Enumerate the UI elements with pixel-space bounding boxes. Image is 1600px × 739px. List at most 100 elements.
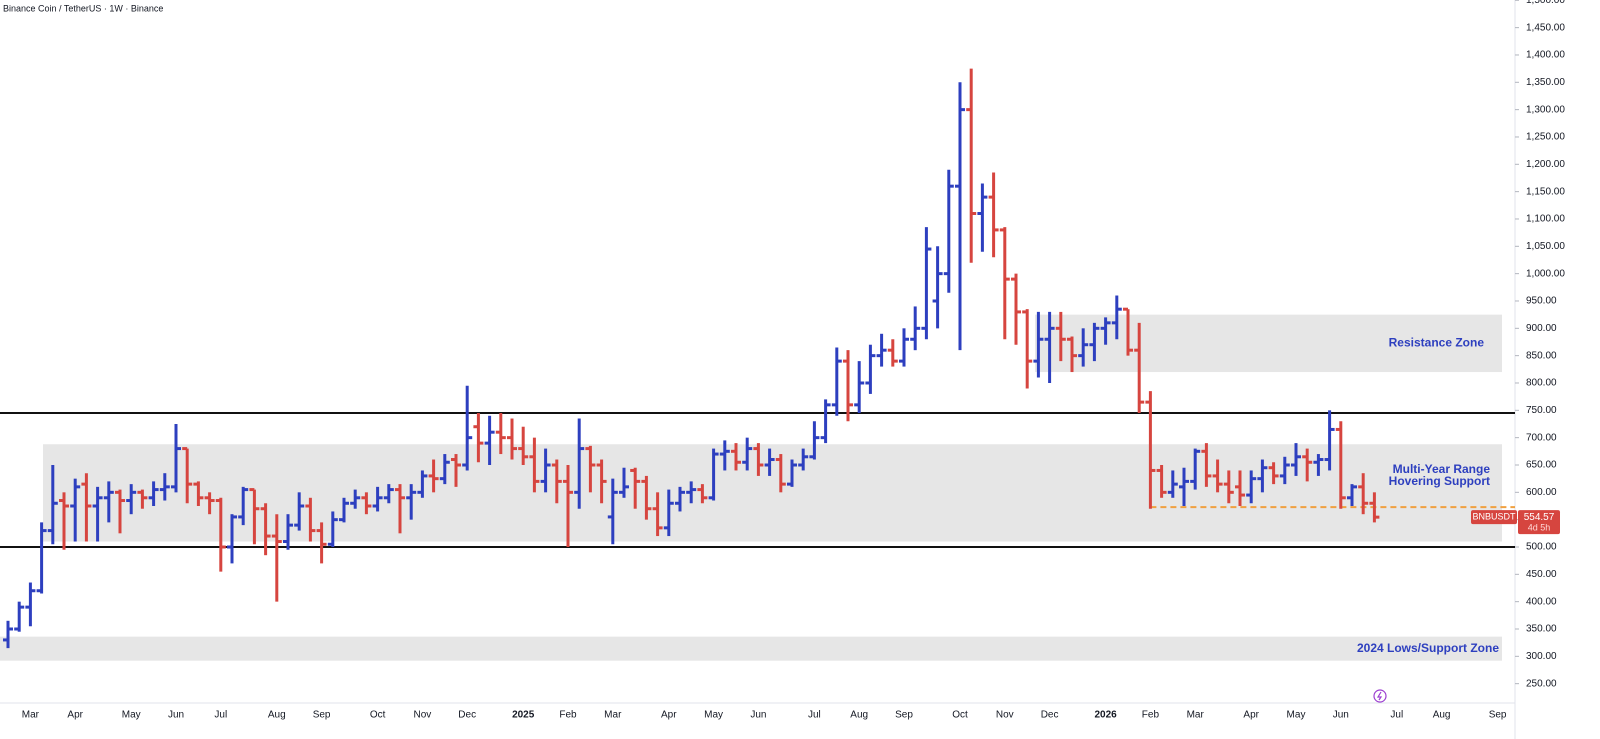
- ohlc-bar: [876, 333, 887, 367]
- ohlc-bar: [350, 489, 361, 509]
- x-tick-label: Apr: [1243, 710, 1259, 721]
- ohlc-bar: [1145, 391, 1156, 509]
- x-tick-label: Feb: [1142, 710, 1160, 721]
- ohlc-bar: [1313, 454, 1324, 476]
- x-tick-label: Jun: [750, 710, 766, 721]
- ohlc-bar: [3, 620, 13, 649]
- ohlc-bar: [607, 478, 618, 545]
- ohlc-bar: [966, 68, 977, 263]
- ohlc-bar: [103, 481, 114, 523]
- ohlc-bar: [495, 413, 506, 455]
- ohlc-bar: [697, 484, 708, 504]
- ohlc-bar: [305, 497, 316, 542]
- ohlc-bar: [563, 464, 573, 547]
- ohlc-bar: [92, 486, 103, 542]
- ohlc-bar: [887, 339, 898, 367]
- ohlc-bar: [932, 246, 943, 329]
- x-tick-label: Jun: [1333, 710, 1349, 721]
- ohlc-bar: [294, 492, 305, 531]
- ohlc-bar: [675, 486, 685, 512]
- y-tick-label: 700.00: [1526, 432, 1557, 443]
- y-tick-label: 500.00: [1526, 542, 1557, 553]
- y-tick-label: 900.00: [1526, 323, 1557, 334]
- ohlc-bar: [383, 484, 394, 504]
- ohlc-bar: [1111, 295, 1122, 340]
- ohlc-bar: [417, 470, 428, 498]
- ohlc-bar: [910, 306, 921, 351]
- y-tick-label: 950.00: [1526, 296, 1557, 307]
- ohlc-bar: [652, 492, 663, 537]
- ohlc-bar: [574, 418, 585, 509]
- x-tick-label: Aug: [850, 710, 868, 721]
- ohlc-bar: [708, 448, 719, 501]
- ohlc-bar: [854, 361, 865, 414]
- y-tick-label: 1,400.00: [1526, 50, 1565, 61]
- ohlc-bar: [439, 454, 450, 485]
- ohlc-bar: [540, 448, 551, 493]
- ohlc-bar: [529, 437, 540, 493]
- y-tick-label: 750.00: [1526, 405, 1557, 416]
- x-tick-label: Aug: [1433, 710, 1451, 721]
- ohlc-bar: [1302, 448, 1313, 482]
- ohlc-bar: [641, 475, 652, 520]
- x-tick-label: Nov: [414, 710, 432, 721]
- ohlc-bar: [484, 415, 495, 465]
- ohlc-bar: [809, 421, 820, 460]
- ohlc-bar: [865, 344, 876, 394]
- ohlc-bar: [619, 467, 629, 498]
- ohlc-bar: [159, 473, 170, 501]
- ohlc-bar: [1246, 470, 1257, 504]
- y-tick-label: 1,500.00: [1526, 0, 1565, 6]
- ohlc-bar: [428, 459, 439, 493]
- ohlc-bar: [1291, 443, 1301, 476]
- ohlc-bar: [764, 448, 775, 476]
- x-tick-label: Mar: [604, 710, 622, 721]
- x-tick-label: Apr: [67, 710, 83, 721]
- y-tick-label: 1,250.00: [1526, 132, 1565, 143]
- x-tick-label: 2025: [512, 710, 535, 721]
- ohlc-bar: [1212, 459, 1223, 493]
- x-tick-label: May: [704, 710, 723, 721]
- ohlc-bar: [1134, 322, 1145, 414]
- ohlc-bar: [820, 399, 831, 444]
- x-tick-label: Sep: [313, 710, 331, 721]
- ohlc-bar: [507, 418, 517, 460]
- ohlc-bar: [361, 492, 372, 515]
- ohlc-bar: [473, 413, 484, 463]
- symbol-badge: [1471, 510, 1517, 525]
- ohlc-bar: [1223, 470, 1234, 504]
- y-tick-label: 800.00: [1526, 378, 1557, 389]
- x-tick-label: 2026: [1094, 710, 1117, 721]
- y-tick-label: 850.00: [1526, 350, 1557, 361]
- x-tick-label: Mar: [1187, 710, 1205, 721]
- ohlc-bar: [1201, 443, 1212, 487]
- ohlc-bar: [663, 489, 674, 537]
- ohlc-bar: [753, 443, 764, 476]
- ohlc-bar: [406, 484, 417, 520]
- y-tick-label: 650.00: [1526, 460, 1557, 471]
- ohlc-bar: [1335, 421, 1346, 509]
- x-tick-label: Mar: [22, 710, 40, 721]
- zone-label: 2024 Lows/Support Zone: [1357, 641, 1499, 655]
- x-tick-label: Jul: [808, 710, 821, 721]
- price-label: 554.57: [1524, 512, 1555, 523]
- y-tick-label: 1,100.00: [1526, 214, 1565, 225]
- ohlc-bar: [204, 492, 215, 515]
- ohlc-bar: [271, 514, 282, 602]
- ohlc-bar: [630, 467, 641, 509]
- ohlc-bar: [775, 454, 786, 493]
- ohlc-bar: [339, 497, 349, 523]
- x-tick-label: Aug: [268, 710, 286, 721]
- y-tick-label: 350.00: [1526, 624, 1557, 635]
- y-tick-label: 1,450.00: [1526, 22, 1565, 33]
- ohlc-bar: [1347, 484, 1357, 506]
- ohlc-bar: [193, 481, 204, 506]
- zone-label: Resistance Zone: [1389, 336, 1485, 350]
- ohlc-bar: [1067, 336, 1077, 373]
- zone-label: Multi-Year Range: [1393, 462, 1491, 476]
- ohlc-bar: [955, 82, 965, 351]
- x-tick-label: Oct: [370, 710, 386, 721]
- ohlc-bar: [36, 522, 47, 594]
- x-tick-label: Jul: [214, 710, 227, 721]
